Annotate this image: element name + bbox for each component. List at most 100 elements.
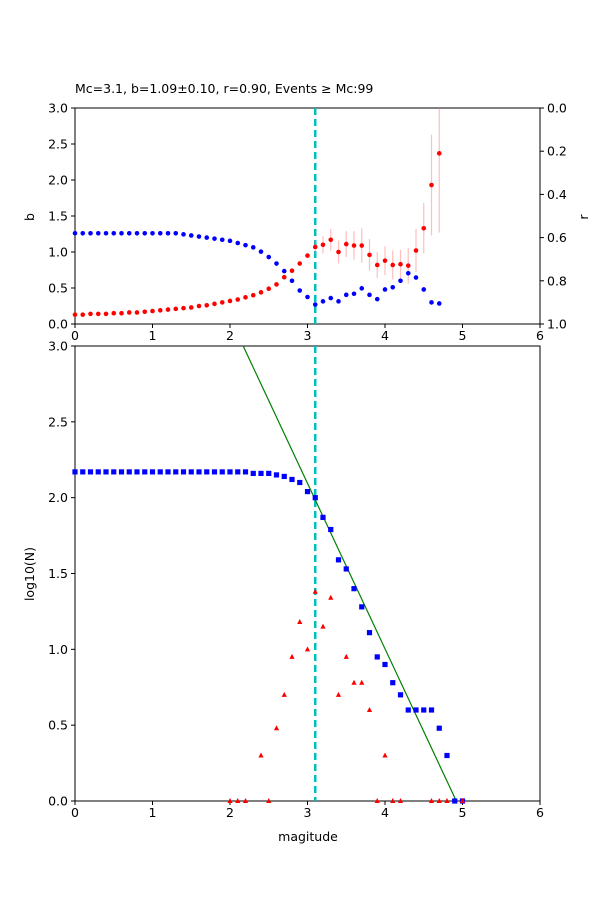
cumulative-count-point — [204, 469, 210, 475]
b-value-point — [243, 295, 248, 300]
r-value-point — [134, 230, 140, 236]
top-right-tick-label: 1.0 — [547, 317, 567, 332]
incremental-count-point — [459, 798, 466, 803]
cumulative-count-point — [126, 469, 132, 475]
cumulative-count-point — [320, 514, 326, 520]
bottom-y-tick-label: 1.0 — [48, 642, 68, 657]
incremental-count-point — [281, 691, 287, 697]
incremental-count-point — [320, 623, 326, 629]
top-y-tick-label: 1.5 — [48, 209, 68, 224]
r-value-point — [181, 232, 186, 237]
cumulative-count-point — [397, 692, 404, 698]
top-right-tick-label: 0.6 — [547, 230, 567, 245]
cumulative-count-point — [444, 752, 450, 759]
r-value-point — [274, 261, 279, 266]
bottom-y-tick-label: 3.0 — [48, 339, 68, 354]
r-value-point — [382, 287, 388, 292]
b-value-point — [142, 309, 148, 315]
incremental-count-point — [227, 798, 233, 803]
incremental-count-point — [289, 653, 295, 659]
incremental-count-point — [366, 707, 373, 712]
incremental-count-point — [444, 798, 450, 803]
cumulative-count-point — [196, 469, 202, 475]
top-y-tick-label: 1.0 — [48, 245, 68, 260]
top-right-tick-label: 0.2 — [547, 144, 567, 159]
bottom-y-tick-label: 1.5 — [48, 566, 68, 581]
incremental-count-point — [374, 798, 380, 803]
bottom-y-tick-label: 0.5 — [48, 718, 68, 733]
top-right-tick-label: 0.8 — [547, 273, 567, 288]
cumulative-count-point — [289, 476, 295, 483]
incremental-count-point — [235, 798, 241, 803]
top-x-tick-label: 3 — [304, 328, 312, 343]
b-value-point — [235, 297, 241, 302]
r-value-point — [72, 230, 78, 236]
bottom-x-tick-label: 5 — [459, 805, 467, 820]
r-value-point — [258, 249, 264, 254]
incremental-count-point — [343, 653, 349, 659]
b-value-point — [119, 310, 124, 316]
r-value-point — [429, 300, 434, 305]
b-value-point — [359, 243, 365, 248]
bottom-plot-area: 0 1 2 3 4 5 6 0.0 0.5 1.0 1.5 2.0 2.5 3.0 — [48, 339, 544, 821]
cumulative-count-point — [250, 470, 256, 476]
r-value-point — [165, 230, 171, 236]
cumulative-count-point — [312, 495, 318, 501]
r-value-point — [157, 230, 163, 236]
top-y-tick-label: 3.0 — [48, 101, 68, 116]
r-value-point — [374, 296, 380, 302]
b-value-point — [281, 274, 287, 280]
cumulative-count-point — [436, 725, 442, 731]
incremental-count-point — [297, 619, 303, 625]
cumulative-count-point — [95, 469, 101, 475]
b-value-point — [204, 302, 210, 308]
cumulative-count-point — [428, 707, 435, 713]
bottom-x-tick-label: 6 — [536, 805, 544, 820]
cumulative-count-point — [343, 566, 349, 572]
b-value-point — [111, 310, 117, 316]
cumulative-count-point — [413, 707, 419, 713]
bottom-y-tick-label: 0.0 — [48, 794, 68, 809]
incremental-count-point — [397, 798, 404, 803]
r-value-point — [126, 230, 132, 236]
b-value-point — [328, 237, 334, 243]
cumulative-count-point — [165, 469, 171, 475]
b-value-point — [196, 303, 202, 309]
r-value-point — [103, 230, 109, 236]
r-value-point — [281, 268, 287, 274]
cumulative-count-point — [157, 469, 163, 475]
incremental-count-point — [335, 691, 342, 697]
cumulative-count-point — [273, 472, 280, 478]
b-value-point — [398, 261, 403, 267]
cumulative-count-point — [304, 489, 311, 495]
r-value-point — [95, 230, 101, 236]
top-x-tick-label: 1 — [149, 328, 157, 343]
r-value-point — [343, 292, 349, 298]
r-value-point — [219, 237, 225, 243]
cumulative-count-point — [351, 586, 357, 592]
r-value-point — [351, 291, 357, 297]
r-value-point — [312, 302, 318, 307]
b-value-point — [312, 244, 318, 250]
r-value-point — [196, 234, 202, 239]
r-value-point — [436, 301, 442, 306]
bottom-x-tick-label: 3 — [304, 805, 312, 820]
b-value-point — [181, 305, 186, 311]
b-value-point — [157, 308, 163, 313]
incremental-count-point — [390, 798, 396, 803]
cumulative-count-point — [281, 473, 287, 480]
top-right-axis-label: r — [576, 214, 591, 220]
cumulative-count-point — [258, 470, 264, 476]
r-value-point — [235, 240, 241, 246]
cumulative-count-point — [235, 469, 241, 475]
b-value-point — [436, 151, 442, 156]
b-value-point — [320, 242, 326, 248]
cumulative-count-point — [103, 469, 109, 475]
r-value-point — [336, 299, 341, 304]
top-y-tick-label: 2.0 — [48, 173, 68, 188]
b-value-point — [212, 301, 217, 307]
cumulative-count-point — [87, 469, 94, 475]
r-value-point — [212, 236, 217, 241]
bottom-x-tick-label: 1 — [149, 805, 157, 820]
